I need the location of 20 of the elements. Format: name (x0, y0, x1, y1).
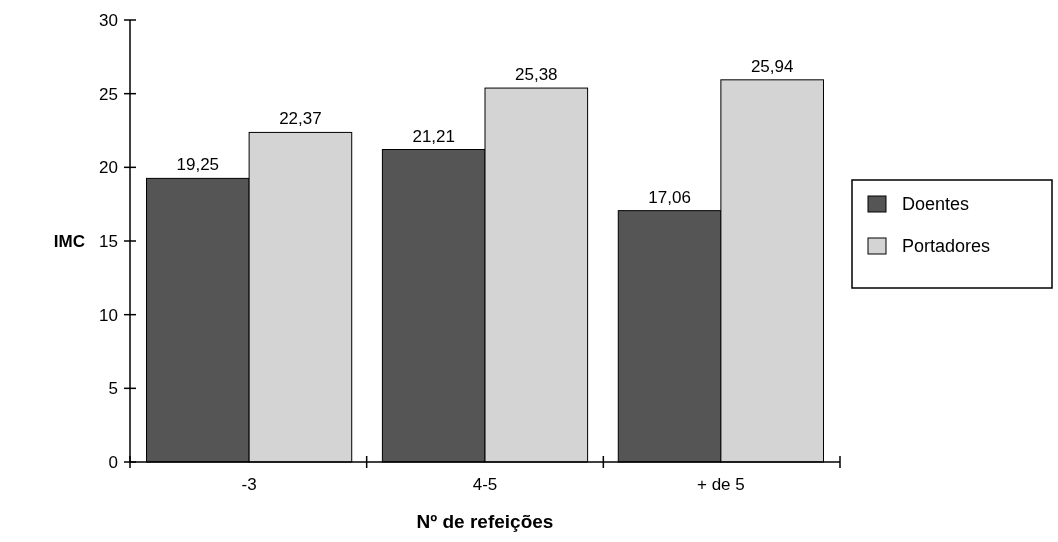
data-label: 25,38 (515, 65, 558, 85)
y-tick-label: 5 (108, 379, 118, 399)
x-tick-label: -3 (241, 475, 257, 494)
x-tick-label: 4-5 (472, 475, 498, 494)
y-tick-label: 30 (99, 10, 118, 30)
legend-label: Doentes (902, 194, 970, 215)
legend-label: Portadores (902, 236, 991, 257)
y-tick-label: 0 (108, 452, 118, 472)
y-tick-label: 10 (99, 305, 118, 325)
y-tick-label: 15 (99, 231, 118, 251)
y-tick-label: 20 (99, 158, 118, 178)
y-axis-title: IMC (53, 232, 85, 251)
data-label: 25,94 (750, 56, 794, 76)
data-label: 22,37 (279, 109, 322, 129)
data-label: 21,21 (412, 126, 455, 146)
data-label: 19,25 (176, 155, 220, 175)
x-axis-title: Nº de refeições (416, 511, 554, 532)
data-label: 17,06 (648, 187, 691, 207)
x-tick-label: + de 5 (697, 475, 745, 494)
y-tick-label: 25 (99, 84, 118, 104)
